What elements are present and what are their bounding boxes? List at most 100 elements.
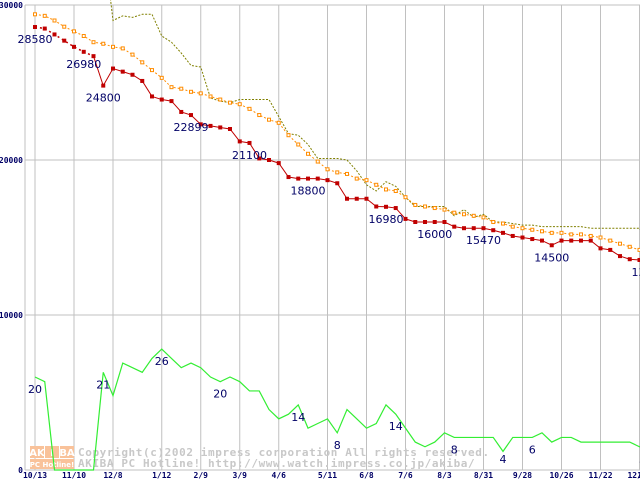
logo-letters: AK	[29, 448, 46, 459]
avg-price-point	[618, 241, 622, 246]
series-avg-price	[33, 12, 640, 252]
avg-price-point	[481, 215, 486, 220]
shop-count-label: 20	[28, 383, 42, 396]
min-price-point	[335, 181, 340, 186]
min-price-point	[598, 246, 603, 251]
min-price-point	[150, 94, 154, 99]
min-price-point	[306, 176, 310, 181]
max-price-line	[110, 0, 640, 230]
avg-price-point	[579, 232, 583, 237]
min-price-point	[354, 196, 359, 201]
min-price-point	[393, 206, 398, 211]
avg-price-point	[179, 86, 184, 91]
min-price-point	[247, 140, 252, 145]
min-price-point	[267, 158, 271, 162]
avg-price-point	[549, 230, 554, 235]
avg-price-point	[198, 91, 203, 96]
avg-price-point	[540, 229, 544, 234]
avg-price-point	[286, 133, 291, 138]
min-price-label: 13550	[632, 266, 640, 279]
min-price-point	[228, 127, 232, 131]
watermark: Copyright(c)2002 impress corporation All…	[29, 446, 489, 470]
avg-price-point	[559, 230, 564, 235]
avg-price-point	[228, 100, 232, 105]
avg-price-point	[140, 60, 145, 65]
shop-count-label: 14	[291, 411, 305, 424]
avg-price-point	[462, 212, 466, 217]
min-price-point	[423, 220, 427, 224]
logo-subtitle: PC Hotline!	[30, 461, 74, 469]
avg-price-point	[81, 34, 86, 38]
avg-price-point	[218, 97, 223, 102]
avg-price-point	[442, 207, 447, 212]
min-price-point	[286, 175, 291, 180]
min-price-point	[549, 243, 554, 248]
avg-price-point	[52, 18, 57, 23]
min-price-label: 24800	[86, 92, 121, 105]
min-price-point	[257, 156, 262, 161]
min-price-point	[42, 26, 47, 31]
shop-count-label: 8	[334, 439, 341, 452]
min-price-point	[384, 204, 388, 209]
avg-price-point	[130, 52, 135, 57]
min-price-point	[618, 254, 622, 259]
avg-price-point	[315, 159, 320, 164]
avg-price-point	[208, 94, 213, 99]
avg-price-point	[120, 46, 125, 51]
min-price-point	[501, 230, 505, 235]
min-price-point	[159, 97, 164, 102]
min-price-point	[218, 125, 223, 130]
logo-letters: I	[50, 448, 54, 459]
avg-price-point	[354, 176, 359, 181]
avg-price-point	[247, 106, 252, 111]
min-price-point	[462, 226, 466, 231]
min-price-label: 26980	[66, 58, 101, 71]
avg-price-point	[471, 213, 476, 218]
avg-price-point	[608, 238, 613, 243]
min-price-point	[452, 224, 457, 229]
min-price-point	[442, 220, 447, 224]
min-price-point	[559, 238, 564, 243]
min-price-point	[413, 220, 418, 224]
min-price-point	[120, 69, 125, 74]
min-price-label: 16000	[417, 228, 452, 241]
min-price-point	[588, 238, 593, 243]
x-tick-label: 3/9	[233, 471, 248, 480]
avg-price-point	[364, 178, 369, 183]
min-price-point	[403, 216, 408, 221]
series-max-price	[110, 0, 640, 230]
avg-price-point	[306, 151, 310, 156]
min-price-point	[62, 38, 67, 43]
x-axis-ticks: 10/13 11/10 12/8 1/12 2/9 3/9 4/6 5/11 6/8 7/6 8/3…	[23, 471, 640, 480]
x-tick-label: 11/22	[588, 471, 612, 480]
min-price-point	[81, 49, 86, 54]
avg-price-point	[403, 195, 408, 200]
x-tick-label: 1/12	[152, 471, 171, 480]
min-price-point	[179, 109, 184, 114]
min-price-point	[608, 247, 613, 252]
y-tick-label: 10000	[0, 311, 23, 320]
shop-count-label: 14	[389, 420, 403, 433]
min-price-point	[579, 238, 583, 243]
avg-price-point	[432, 206, 437, 211]
data-labels: 28580 26980 24800 22899 21100 18800 16980 16000…	[18, 33, 640, 466]
min-price-point	[481, 226, 486, 231]
min-price-point	[345, 196, 349, 201]
x-tick-label: 10/26	[549, 471, 573, 480]
avg-price-point	[491, 220, 496, 224]
avg-price-point	[393, 189, 398, 193]
min-price-point	[432, 220, 437, 224]
grid-lines	[24, 4, 640, 471]
min-price-point	[471, 226, 476, 231]
avg-price-point	[520, 226, 525, 231]
avg-price-point	[267, 117, 271, 122]
x-tick-label: 12/8	[103, 471, 122, 480]
avg-price-point	[296, 142, 301, 147]
min-price-label: 28580	[18, 33, 53, 46]
min-price-point	[364, 196, 369, 201]
x-tick-label: 4/6	[272, 471, 287, 480]
shop-count-label: 4	[500, 453, 507, 466]
x-tick-label: 7/6	[398, 471, 413, 480]
min-price-point	[111, 66, 115, 71]
watermark-copyright: Copyright(c)2002 impress corporation All…	[78, 446, 490, 459]
